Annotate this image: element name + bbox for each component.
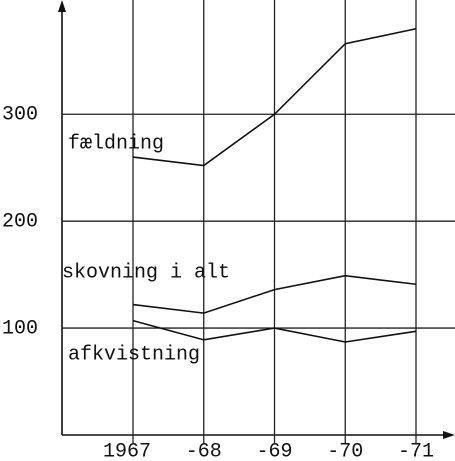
series-label: skovning i alt bbox=[62, 261, 230, 284]
x-tick-label: -69 bbox=[256, 440, 292, 461]
series-line bbox=[132, 274, 417, 314]
series-line bbox=[132, 319, 417, 343]
series-line bbox=[132, 27, 417, 167]
series-label: fældning bbox=[68, 132, 164, 155]
x-tick-label: -70 bbox=[327, 440, 363, 461]
y-axis-arrow bbox=[58, 0, 66, 12]
x-tick-label: -68 bbox=[186, 440, 222, 461]
x-tick-label: -71 bbox=[398, 440, 434, 461]
y-tick-label: 200 bbox=[2, 210, 38, 233]
y-tick-label: 100 bbox=[2, 317, 38, 340]
series-label: afkvistning bbox=[68, 343, 200, 366]
x-tick-label: 1967 bbox=[103, 440, 151, 461]
y-tick-label: 300 bbox=[2, 104, 38, 127]
x-axis-arrow bbox=[443, 431, 455, 439]
